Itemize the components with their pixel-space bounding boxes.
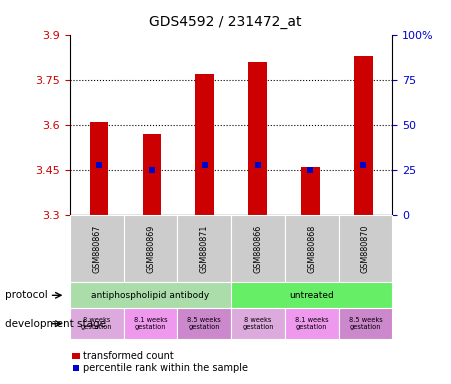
- Bar: [301, 167, 320, 215]
- Text: antiphospholipid antibody: antiphospholipid antibody: [92, 291, 210, 300]
- Text: 8.1 weeks
gestation: 8.1 weeks gestation: [133, 317, 167, 330]
- Text: 8.5 weeks
gestation: 8.5 weeks gestation: [187, 317, 221, 330]
- Text: GSM880867: GSM880867: [92, 225, 101, 273]
- Bar: [143, 134, 161, 215]
- Text: 8 weeks
gestation: 8 weeks gestation: [242, 317, 274, 330]
- Text: GSM880871: GSM880871: [200, 225, 209, 273]
- Text: transformed count: transformed count: [83, 351, 173, 361]
- Text: 8.5 weeks
gestation: 8.5 weeks gestation: [349, 317, 382, 330]
- Bar: [90, 122, 108, 215]
- Bar: [354, 56, 373, 215]
- Text: protocol: protocol: [5, 290, 47, 300]
- Bar: [195, 74, 214, 215]
- Text: GSM880869: GSM880869: [146, 225, 155, 273]
- Text: percentile rank within the sample: percentile rank within the sample: [83, 363, 248, 373]
- Text: GDS4592 / 231472_at: GDS4592 / 231472_at: [149, 15, 302, 29]
- Text: untreated: untreated: [290, 291, 334, 300]
- Text: GSM880868: GSM880868: [307, 225, 316, 273]
- Bar: [249, 61, 267, 215]
- Text: GSM880870: GSM880870: [361, 225, 370, 273]
- Text: 8 weeks
gestation: 8 weeks gestation: [81, 317, 113, 330]
- Text: development stage: development stage: [5, 319, 106, 329]
- Text: 8.1 weeks
gestation: 8.1 weeks gestation: [295, 317, 329, 330]
- Text: GSM880866: GSM880866: [253, 225, 262, 273]
